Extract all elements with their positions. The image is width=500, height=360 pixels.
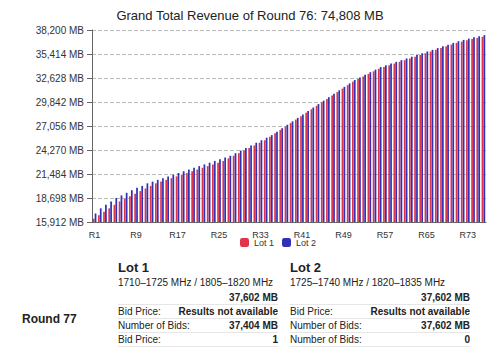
svg-text:24,270 MB: 24,270 MB [36, 145, 85, 156]
html-text:37,602 MB: 37,602 MB [229, 292, 278, 303]
html-text:37,404 MB: 37,404 MB [229, 320, 278, 331]
html-text:1: 1 [272, 334, 278, 345]
html-text:Number of Bids:: Number of Bids: [290, 320, 362, 331]
svg-text:R25: R25 [211, 230, 228, 240]
svg-text:29,842 MB: 29,842 MB [36, 97, 85, 108]
svg-text:27,056 MB: 27,056 MB [36, 121, 85, 132]
svg-text:R73: R73 [460, 230, 477, 240]
html-text:Number of Bids:: Number of Bids: [290, 334, 362, 345]
svg-text:R17: R17 [169, 230, 186, 240]
svg-text:21,484 MB: 21,484 MB [36, 169, 85, 180]
svg-text:R65: R65 [418, 230, 435, 240]
html-text:37,602 MB: 37,602 MB [421, 320, 470, 331]
svg-text:R1: R1 [89, 230, 101, 240]
html-text:37,602 MB: 37,602 MB [421, 292, 470, 303]
svg-text:R49: R49 [335, 230, 352, 240]
html-text:Round 77: Round 77 [22, 312, 77, 326]
html-text:Bid Price:: Bid Price: [118, 306, 161, 317]
html-text:Bid Price:: Bid Price: [290, 306, 333, 317]
svg-text:35,414 MB: 35,414 MB [36, 49, 85, 60]
html-text:Results not available: Results not available [178, 306, 278, 317]
svg-text:32,628 MB: 32,628 MB [36, 73, 85, 84]
html-text:1725–1740 MHz / 1820–1835 MHz: 1725–1740 MHz / 1820–1835 MHz [290, 277, 446, 288]
svg-text:R33: R33 [252, 229, 269, 240]
html-text:1710–1725 MHz / 1805–1820 MHz: 1710–1725 MHz / 1805–1820 MHz [118, 277, 274, 288]
html-text:Results not available: Results not available [370, 306, 470, 317]
svg-text:Lot 1: Lot 1 [254, 238, 274, 248]
svg-text:15,912 MB: 15,912 MB [36, 217, 85, 228]
svg-text:R9: R9 [130, 230, 142, 240]
html-text:Lot 2: Lot 2 [290, 260, 322, 275]
svg-text:Lot 2: Lot 2 [296, 238, 316, 248]
html-text:Bid Price:: Bid Price: [118, 334, 161, 345]
html-text:Lot 1: Lot 1 [118, 260, 150, 275]
svg-text:Grand Total Revenue of Round 7: Grand Total Revenue of Round 76: 74,808 … [116, 8, 383, 23]
svg-text:38,200 MB: 38,200 MB [36, 25, 85, 36]
html-text:0: 0 [464, 334, 470, 345]
svg-text:R41: R41 [293, 229, 311, 240]
svg-text:R57: R57 [377, 230, 394, 240]
html-text:Number of Bids:: Number of Bids: [118, 320, 190, 331]
svg-text:18,698 MB: 18,698 MB [36, 193, 85, 204]
